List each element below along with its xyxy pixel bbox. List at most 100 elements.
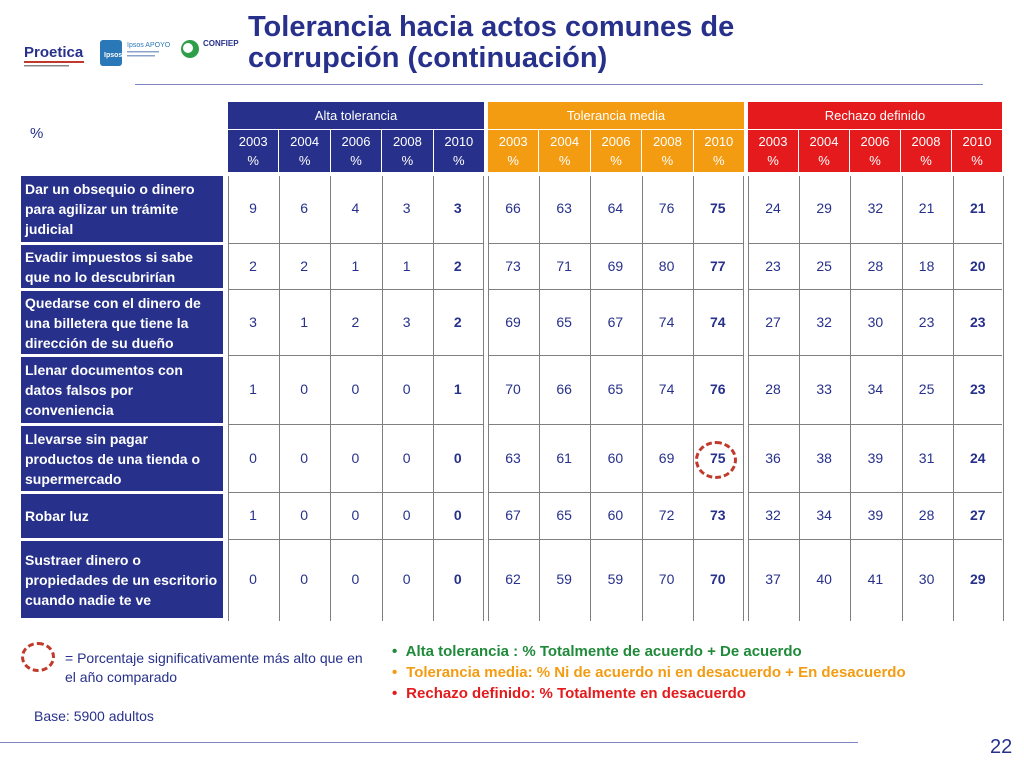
table-cell: 2 (453, 313, 462, 330)
table-cell: 32 (867, 200, 884, 216)
table-cell: 23 (970, 313, 986, 330)
page-title: Tolerancia hacia actos comunes de corrup… (248, 12, 1018, 74)
table-cell: 33 (816, 381, 832, 397)
table-cell: 67 (607, 313, 624, 330)
table-cell: 63 (556, 200, 572, 216)
group-label: Tolerancia media (566, 108, 666, 123)
table-cell: 69 (658, 449, 675, 466)
table-cell: 69 (607, 257, 624, 274)
table-cell: 1 (249, 507, 257, 523)
column-divider (539, 176, 540, 621)
table-cell: 34 (816, 507, 832, 523)
row-divider (488, 492, 744, 493)
table-cell: 3 (453, 200, 462, 216)
svg-text:CONFIEP: CONFIEP (203, 39, 239, 48)
table-cell: 69 (505, 313, 521, 330)
table-cell: 29 (816, 200, 832, 216)
row-label: Llenar documentos con datos falsos por c… (21, 357, 223, 423)
proetica-logo: Proetica (24, 44, 84, 67)
footer-divider (0, 742, 858, 743)
table-cell: 9 (249, 200, 257, 216)
table-cell: 65 (556, 507, 572, 523)
table-cell: 66 (505, 200, 521, 216)
column-divider (902, 176, 903, 621)
row-divider (488, 355, 744, 356)
year-header: 2008% (641, 130, 692, 172)
table-cell: 29 (970, 570, 986, 587)
confiep-logo: CONFIEP (181, 39, 239, 58)
definition-alta: • Alta tolerancia : % Totalmente de acue… (392, 643, 802, 660)
year-header: 2008% (900, 130, 951, 172)
svg-text:Ipsos: Ipsos (104, 52, 122, 59)
table-cell: 34 (867, 381, 884, 397)
table-cell: 23 (970, 381, 986, 397)
title-line-1: Tolerancia hacia actos comunes de (248, 11, 735, 43)
table-cell: 75 (710, 200, 726, 216)
table-cell: 1 (453, 381, 462, 397)
table-cell: 2 (351, 313, 360, 330)
column-divider (693, 176, 694, 621)
year-header: 2004% (278, 130, 329, 172)
ipsos-logo: Ipsos Ipsos APOYO (100, 40, 171, 66)
table-cell: 23 (918, 313, 935, 330)
table-cell: 36 (765, 449, 781, 466)
year-header: 2008% (381, 130, 432, 172)
row-divider (748, 355, 1002, 356)
table-cell: 28 (867, 257, 884, 274)
table-cell: 39 (867, 449, 884, 466)
table-cell: 21 (970, 200, 986, 216)
column-divider (799, 176, 800, 621)
table-cell: 24 (765, 200, 781, 216)
table-cell: 20 (970, 257, 986, 274)
table-cell: 23 (765, 257, 781, 274)
column-divider (433, 176, 434, 621)
table-cell: 28 (918, 507, 935, 523)
table-cell: 70 (658, 570, 675, 587)
column-divider (590, 176, 591, 621)
table-cell: 0 (453, 507, 462, 523)
column-divider (748, 176, 749, 621)
table-cell: 61 (556, 449, 572, 466)
table-cell: 2 (300, 257, 309, 274)
table-cell: 73 (505, 257, 521, 274)
column-divider (279, 176, 280, 621)
table-cell: 0 (300, 381, 309, 397)
table-cell: 66 (556, 381, 572, 397)
logo-group: Proetica Ipsos Ipsos APOYO CONFIEP (24, 39, 239, 67)
table-cell: 41 (867, 570, 884, 587)
table-cell: 21 (918, 200, 935, 216)
table-cell: 27 (970, 507, 986, 523)
table-cell: 76 (710, 381, 726, 397)
table-cell: 1 (249, 381, 257, 397)
significance-legend-icon (21, 642, 55, 672)
column-divider (642, 176, 643, 621)
table-cell: 18 (918, 257, 935, 274)
table-cell: 70 (505, 381, 521, 397)
row-divider (228, 289, 484, 290)
table-cell: 0 (249, 570, 257, 587)
table-cell: 70 (710, 570, 726, 587)
table-cell: 0 (300, 570, 309, 587)
table-cell: 71 (556, 257, 572, 274)
column-divider (483, 176, 484, 621)
year-header: 2006% (329, 130, 381, 172)
table-cell: 3 (249, 313, 257, 330)
svg-text:Ipsos APOYO: Ipsos APOYO (127, 42, 171, 49)
column-divider (953, 176, 954, 621)
row-label: Robar luz (21, 494, 223, 538)
group-label: Alta tolerancia (314, 108, 398, 123)
year-header: 2003% (498, 134, 528, 168)
table-cell: 1 (402, 257, 411, 274)
table-cell: 0 (402, 570, 411, 587)
year-header: 2010% (432, 130, 484, 172)
column-divider (228, 176, 229, 621)
row-divider (488, 289, 744, 290)
table-cell: 30 (918, 570, 935, 587)
row-divider (748, 424, 1002, 425)
table-cell: 72 (658, 507, 675, 523)
svg-text:Proetica: Proetica (24, 44, 84, 61)
row-divider (228, 355, 484, 356)
table-cell: 0 (351, 449, 360, 466)
definition-media: • Tolerancia media: % Ni de acuerdo ni e… (392, 664, 906, 681)
table-cell: 32 (816, 313, 832, 330)
